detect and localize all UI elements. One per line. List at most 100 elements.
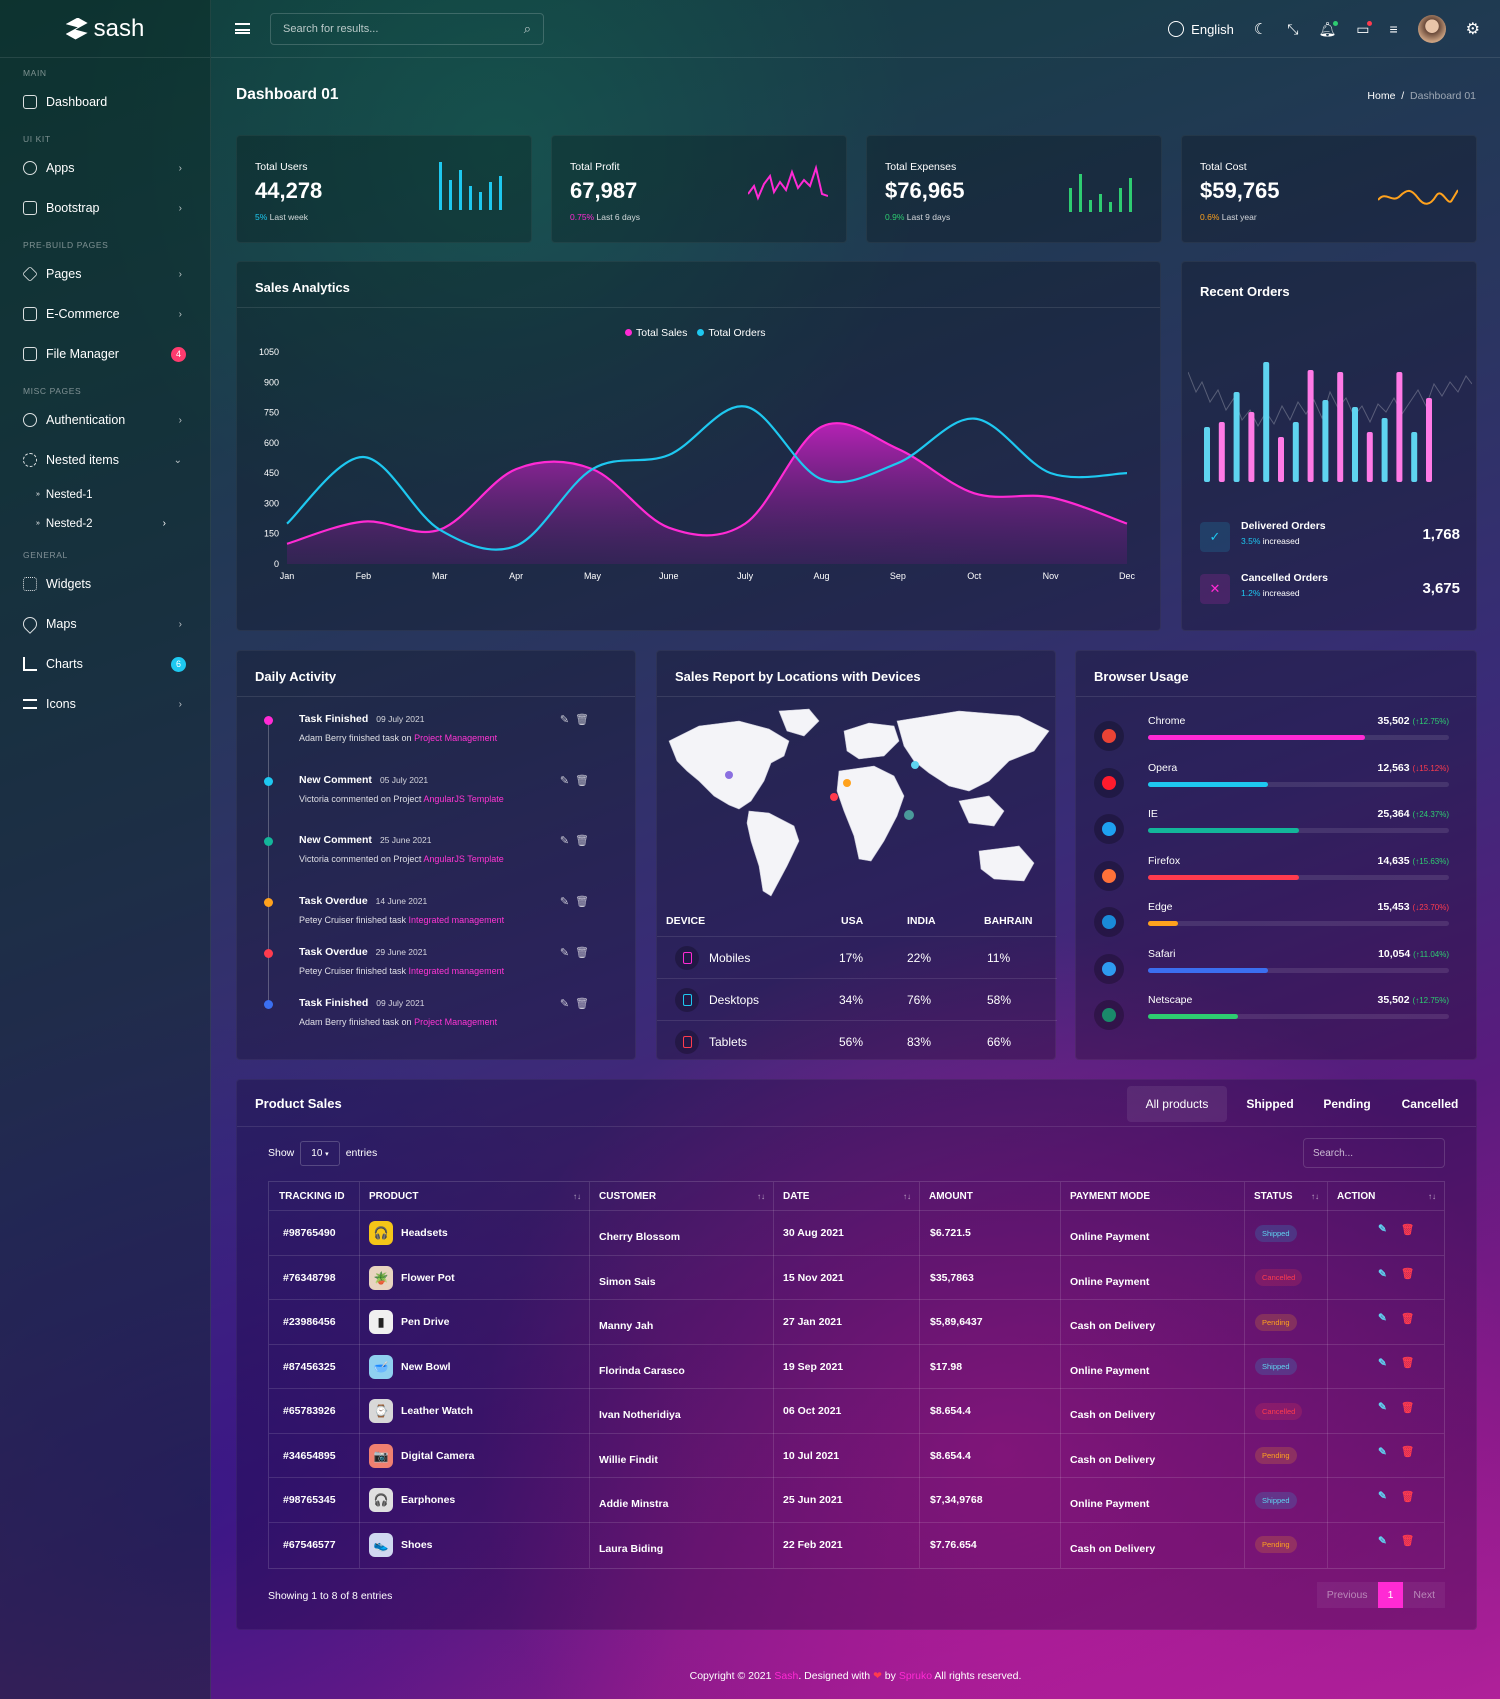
activity-date: 25 June 2021: [379, 835, 432, 845]
sidebar-item-dashboard[interactable]: Dashboard: [0, 82, 210, 122]
trash-icon[interactable]: 🗑︎: [1400, 1268, 1429, 1280]
order-date: 06 Oct 2021: [783, 1405, 842, 1417]
column-header[interactable]: TRACKING ID: [269, 1182, 359, 1210]
legend-total-sales[interactable]: Total Sales: [625, 327, 687, 339]
sidebar-item-widgets[interactable]: Widgets: [0, 564, 210, 604]
trash-icon[interactable]: 🗑︎: [1400, 1535, 1429, 1547]
sidebar-item-authentication[interactable]: Authentication ›: [0, 400, 210, 440]
app-logo[interactable]: sash: [0, 0, 210, 58]
x-tick-label: Feb: [356, 571, 372, 581]
sidebar-item-maps[interactable]: Maps ›: [0, 604, 210, 644]
trash-icon[interactable]: 🗑︎: [1400, 1312, 1429, 1325]
sidebar-item-icons[interactable]: Icons ›: [0, 684, 210, 724]
edit-icon[interactable]: ✎: [1378, 1267, 1401, 1280]
edit-icon[interactable]: ✎: [559, 714, 576, 726]
column-header[interactable]: PAYMENT MODE: [1060, 1182, 1244, 1210]
entries-value: 10: [311, 1147, 323, 1159]
edit-icon[interactable]: ✎: [1378, 1534, 1401, 1547]
column-header[interactable]: AMOUNT: [919, 1182, 1060, 1210]
fullscreen-icon[interactable]: ⤡: [1287, 20, 1299, 37]
edit-icon[interactable]: ✎: [559, 896, 576, 908]
device-bahrain: 58%: [987, 993, 1012, 1007]
footer-author-link[interactable]: Spruko: [898, 1670, 933, 1682]
footer-brand-link[interactable]: Sash: [774, 1670, 799, 1682]
sidebar-subitem-nested-2[interactable]: » Nested-2 ›: [0, 509, 210, 538]
sidebar-item-ecommerce[interactable]: E-Commerce ›: [0, 294, 210, 334]
moon-icon[interactable]: ☾: [1253, 21, 1268, 38]
sort-icon[interactable]: ↑↓: [757, 1191, 765, 1201]
legend-total-orders[interactable]: Total Orders: [697, 327, 766, 339]
sidebar-item-apps[interactable]: Apps ›: [0, 148, 210, 188]
sidebar-item-file-manager[interactable]: File Manager 4: [0, 334, 210, 374]
table-search-input[interactable]: Search...: [1303, 1138, 1445, 1168]
trash-icon[interactable]: 🗑︎: [1400, 1223, 1429, 1236]
breadcrumb-home[interactable]: Home: [1367, 90, 1396, 102]
list-icon[interactable]: ≡: [1389, 21, 1398, 37]
pagination-next[interactable]: Next: [1403, 1582, 1445, 1608]
edit-icon[interactable]: ✎: [559, 947, 576, 959]
tab-shipped[interactable]: Shipped: [1246, 1097, 1294, 1111]
activity-link[interactable]: Project Management: [414, 733, 498, 743]
tab-all-products[interactable]: All products: [1127, 1086, 1227, 1122]
pagination-previous[interactable]: Previous: [1316, 1582, 1378, 1608]
sidebar-item-charts[interactable]: Charts 6: [0, 644, 210, 684]
edit-icon[interactable]: ✎: [559, 775, 576, 787]
activity-link[interactable]: Project Management: [414, 1017, 498, 1027]
sort-icon[interactable]: ↑↓: [903, 1191, 911, 1201]
trash-icon[interactable]: 🗑︎: [1400, 1490, 1429, 1503]
order-date: 27 Jan 2021: [783, 1316, 842, 1328]
edit-icon[interactable]: ✎: [1378, 1445, 1401, 1458]
sort-icon[interactable]: ↑↓: [1428, 1191, 1436, 1201]
edit-icon[interactable]: ✎: [1378, 1490, 1401, 1502]
search-icon[interactable]: ⌕: [523, 20, 531, 36]
edit-icon[interactable]: ✎: [559, 998, 576, 1010]
sidebar-item-pages[interactable]: Pages ›: [0, 254, 210, 294]
pagination-page-1[interactable]: 1: [1377, 1582, 1404, 1608]
browser-name: Opera: [1148, 761, 1178, 774]
edit-icon[interactable]: ✎: [1378, 1401, 1401, 1413]
sidebar-item-nested-items[interactable]: Nested items ⌄: [0, 440, 210, 480]
browser-value: 12,563 (↓15.12%): [1377, 762, 1449, 774]
activity-link[interactable]: AngularJS Template: [423, 794, 504, 804]
browser-progress-track: [1148, 874, 1449, 880]
edit-icon[interactable]: ✎: [559, 835, 576, 847]
activity-link[interactable]: Integrated management: [408, 966, 505, 976]
column-header[interactable]: ACTION ↑↓: [1327, 1182, 1444, 1210]
avatar[interactable]: [1417, 15, 1446, 43]
menu-toggle-icon[interactable]: [235, 23, 250, 34]
edit-icon[interactable]: ✎: [1378, 1356, 1401, 1369]
gear-icon[interactable]: ⚙: [1465, 21, 1480, 38]
y-tick-label: 1050: [259, 347, 279, 357]
column-header[interactable]: DATE ↑↓: [773, 1182, 919, 1210]
sort-icon[interactable]: ↑↓: [573, 1191, 581, 1201]
trash-icon[interactable]: 🗑︎: [575, 896, 595, 908]
message-icon[interactable]: ▭: [1356, 20, 1373, 38]
activity-link[interactable]: Integrated management: [408, 915, 505, 925]
notification-bell-icon[interactable]: 🔔︎: [1318, 20, 1339, 37]
trash-icon[interactable]: 🗑︎: [575, 998, 595, 1010]
stat-period: Last year: [1221, 212, 1257, 222]
check-icon: ✓: [1200, 522, 1230, 552]
edit-icon[interactable]: ✎: [1378, 1312, 1401, 1324]
trash-icon[interactable]: 🗑︎: [575, 775, 595, 787]
column-header[interactable]: CUSTOMER ↑↓: [589, 1182, 773, 1210]
trash-icon[interactable]: 🗑︎: [575, 835, 595, 847]
trash-icon[interactable]: 🗑︎: [575, 947, 595, 959]
trash-icon[interactable]: 🗑︎: [575, 714, 595, 726]
column-header[interactable]: PRODUCT ↑↓: [359, 1182, 589, 1210]
tab-cancelled[interactable]: Cancelled: [1401, 1097, 1459, 1111]
edit-icon[interactable]: ✎: [1378, 1223, 1401, 1235]
trash-icon[interactable]: 🗑︎: [1400, 1357, 1429, 1369]
sidebar-subitem-nested-1[interactable]: » Nested-1: [0, 480, 210, 509]
tab-pending[interactable]: Pending: [1323, 1097, 1371, 1111]
activity-link[interactable]: AngularJS Template: [423, 854, 504, 864]
search-input[interactable]: Search for results... ⌕: [270, 12, 544, 45]
trash-icon[interactable]: 🗑︎: [1400, 1401, 1429, 1414]
language-selector[interactable]: English: [1168, 21, 1234, 37]
entries-select[interactable]: 10 ▾: [300, 1140, 340, 1166]
trash-icon[interactable]: 🗑︎: [1400, 1446, 1429, 1458]
column-header[interactable]: STATUS ↑↓: [1244, 1182, 1327, 1210]
sort-icon[interactable]: ↑↓: [1311, 1191, 1319, 1201]
col-bahrain: BAHRAIN: [984, 915, 1033, 927]
sidebar-item-bootstrap[interactable]: Bootstrap ›: [0, 188, 210, 228]
